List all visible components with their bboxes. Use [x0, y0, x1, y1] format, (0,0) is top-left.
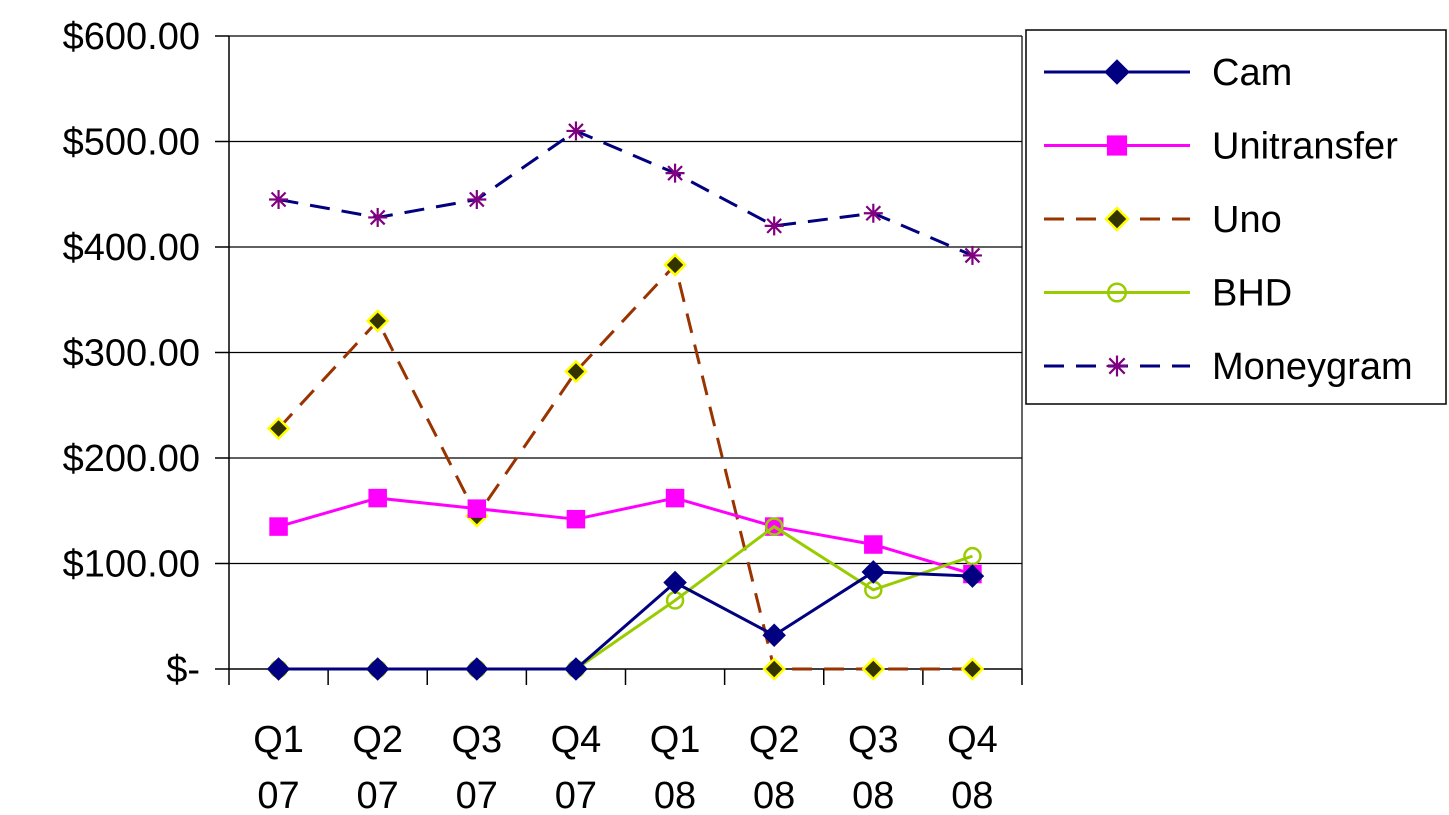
data-point: [266, 657, 291, 681]
data-point: [665, 488, 685, 508]
data-point: [368, 488, 387, 508]
x-tick-label-quarter: Q1: [650, 719, 701, 761]
x-tick-label-year: 07: [357, 775, 399, 815]
data-point: [269, 190, 289, 210]
data-point: [762, 623, 786, 648]
data-point: [564, 657, 588, 681]
y-tick-label: $300.00: [63, 333, 200, 375]
data-point: [864, 580, 883, 600]
data-point: [365, 309, 390, 333]
legend-marker: [1106, 282, 1128, 303]
gridlines: [229, 35, 1022, 565]
data-point: [861, 657, 886, 681]
legend-item-cam: Cam: [1044, 52, 1292, 94]
data-point: [566, 121, 586, 141]
series-line: [277, 263, 973, 671]
series-cam: [266, 560, 985, 681]
x-tick-label-quarter: Q2: [749, 719, 800, 761]
y-tick-label: $200.00: [63, 438, 200, 480]
data-point: [665, 591, 685, 610]
data-point: [365, 657, 390, 681]
series-line: [278, 570, 973, 671]
data-point: [960, 564, 985, 588]
legend-item-uno: Uno: [1044, 199, 1282, 241]
series-line: [278, 496, 973, 576]
y-axis: $- $100.00 $200.00 $300.00 $400.00 $500.00 $60…: [63, 16, 229, 691]
series-layer: [266, 121, 985, 681]
x-axis: Q1 07 Q2 07 Q3 07 Q4 07 Q1 08 Q2 08 Q3 08 Q4 08: [228, 669, 1023, 815]
series-line: [278, 129, 974, 257]
legend-marker: [1104, 59, 1130, 85]
x-tick-label-year: 07: [456, 775, 498, 815]
legend-item-moneygram: Moneygram: [1044, 346, 1413, 388]
data-point: [269, 517, 288, 536]
x-tick-label-year: 07: [257, 775, 299, 815]
data-point: [266, 416, 291, 441]
x-tick-label-quarter: Q3: [848, 719, 899, 761]
data-point: [368, 207, 388, 227]
data-point: [467, 190, 487, 210]
data-point: [962, 245, 982, 265]
y-tick-label: $600.00: [63, 16, 200, 58]
data-point: [864, 535, 883, 554]
series-moneygram: [269, 121, 982, 265]
data-point: [764, 517, 784, 536]
data-point: [764, 216, 784, 236]
data-point: [963, 546, 982, 566]
x-tick-label-year: 08: [753, 775, 795, 815]
legend-label: Cam: [1212, 52, 1292, 94]
data-point: [564, 359, 588, 384]
data-point: [762, 657, 786, 681]
x-tick-label-quarter: Q2: [352, 719, 403, 761]
legend-label: Moneygram: [1212, 346, 1413, 388]
x-tick-label-year: 08: [852, 775, 894, 815]
legend: Cam Unitransfer Uno BHD Moneygram: [1025, 29, 1447, 405]
legend-item-bhd: BHD: [1044, 273, 1292, 315]
legend-label: BHD: [1212, 273, 1292, 315]
data-point: [960, 657, 985, 681]
data-point: [465, 657, 489, 681]
legend-label: Uno: [1212, 199, 1282, 241]
x-tick-label-year: 07: [555, 775, 597, 815]
x-tick-label-year: 08: [951, 775, 993, 815]
data-point: [861, 560, 886, 584]
legend-marker: [1106, 135, 1128, 156]
x-tick-label-quarter: Q3: [451, 719, 502, 761]
legend-label: Unitransfer: [1212, 126, 1398, 168]
x-tick-label-year: 08: [654, 775, 696, 815]
x-tick-label-quarter: Q4: [551, 719, 602, 761]
legend-marker: [1104, 206, 1130, 232]
x-tick-label-quarter: Q4: [947, 719, 998, 761]
data-point: [663, 570, 687, 595]
x-tick-label-quarter: Q1: [253, 719, 304, 761]
y-tick-label: $500.00: [63, 122, 200, 164]
y-tick-label: $100.00: [63, 544, 200, 586]
series-uno: [266, 253, 985, 681]
legend-box: [1025, 29, 1447, 405]
data-point: [467, 499, 487, 518]
data-point: [566, 509, 586, 529]
y-tick-label: $400.00: [63, 227, 200, 269]
legend-item-unitransfer: Unitransfer: [1044, 126, 1398, 168]
legend-marker: [1106, 355, 1128, 377]
data-point: [863, 203, 883, 223]
data-point: [663, 253, 687, 277]
data-point: [665, 163, 685, 183]
y-tick-label: $-: [166, 649, 200, 691]
